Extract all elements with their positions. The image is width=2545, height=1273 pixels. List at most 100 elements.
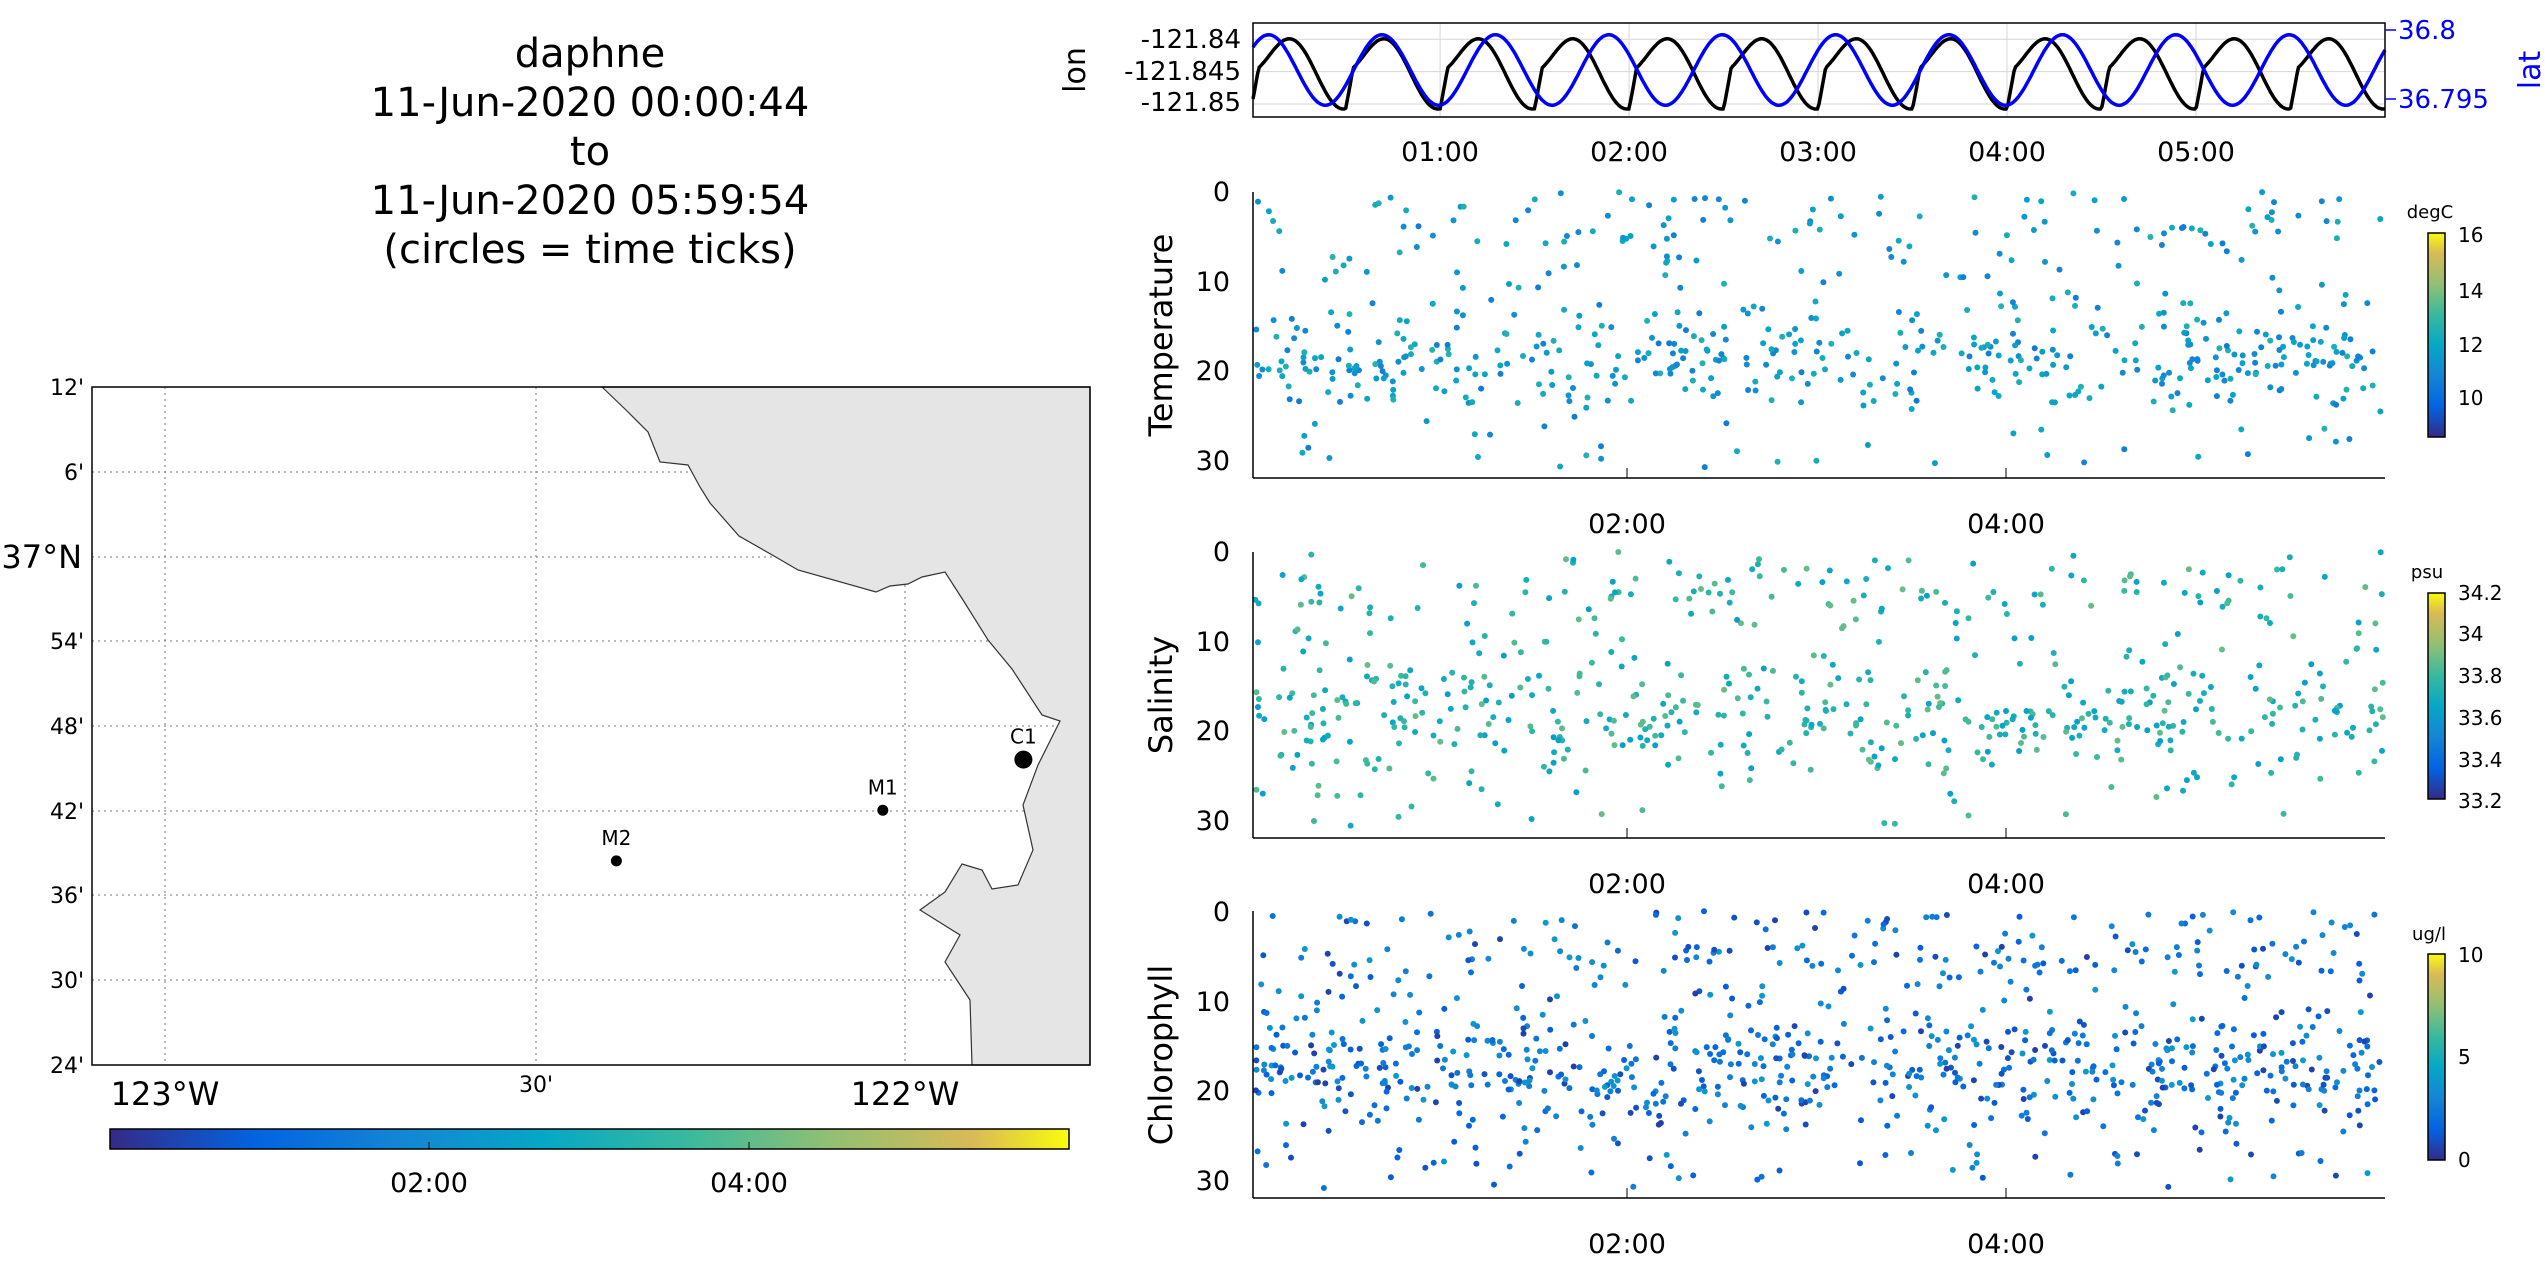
- scatter-point: [1540, 340, 1547, 347]
- scatter-point: [1393, 1072, 1400, 1079]
- scatter-point: [1444, 341, 1451, 348]
- scatter-point: [1917, 944, 1924, 951]
- scatter-point: [2108, 784, 2115, 790]
- scatter-point: [2379, 714, 2386, 721]
- scatter-point: [1595, 342, 1602, 349]
- scatter-point: [2221, 377, 2228, 384]
- salinity-points: [1252, 549, 2386, 829]
- scatter-point: [1403, 207, 1410, 214]
- scatter-point: [1584, 360, 1591, 367]
- scatter-point: [2257, 584, 2264, 591]
- scatter-point: [1665, 692, 1672, 699]
- scatter-point: [1935, 704, 1942, 710]
- scatter-point: [2016, 660, 2023, 667]
- scatter-point: [1585, 606, 1592, 613]
- scatter-point: [1998, 1070, 2005, 1077]
- scatter-point: [2032, 1153, 2039, 1160]
- scatter-point: [1779, 333, 1786, 340]
- scatter-point: [2200, 690, 2207, 697]
- scatter-point: [1680, 355, 1687, 362]
- chlorophyll-colorbar: ug/l 10 5 0: [2412, 924, 2483, 1172]
- scatter-point: [1293, 1015, 1300, 1022]
- scatter-point: [1763, 361, 1770, 368]
- scatter-point: [2305, 352, 2312, 358]
- scatter-point: [1255, 639, 1261, 646]
- scatter-point: [2036, 969, 2043, 976]
- scatter-point: [1717, 770, 1724, 777]
- scatter-point: [1305, 1074, 1311, 1081]
- scatter-point: [2008, 1049, 2015, 1056]
- scatter-point: [1281, 729, 1288, 735]
- scatter-point: [1612, 380, 1619, 387]
- scatter-point: [1315, 583, 1322, 590]
- scatter-point: [1505, 1086, 1512, 1093]
- scatter-point: [1702, 195, 1708, 202]
- scatter-point: [2355, 1107, 2362, 1114]
- scatter-point: [1985, 1045, 1992, 1052]
- scatter-point: [2306, 435, 2313, 442]
- scatter-point: [1714, 390, 1721, 397]
- scatter-point: [1857, 1160, 1863, 1167]
- scatter-point: [2189, 1016, 2196, 1023]
- scatter-point: [1825, 1003, 1832, 1010]
- scatter-point: [1664, 722, 1671, 729]
- scatter-point: [1746, 777, 1753, 784]
- scatter-point: [1395, 358, 1402, 365]
- scatter-point: [2138, 323, 2145, 330]
- scatter-point: [1877, 1097, 1884, 1104]
- scatter-point: [2340, 395, 2347, 402]
- scatter-point: [1407, 344, 1414, 351]
- scatter-point: [1718, 351, 1725, 358]
- scatter-point: [1380, 1060, 1387, 1066]
- scatter-point: [1748, 1124, 1755, 1131]
- scatter-point: [1433, 342, 1440, 348]
- scatter-point: [1823, 707, 1829, 714]
- scatter-point: [1984, 273, 1991, 280]
- scatter-point: [1803, 957, 1810, 964]
- scatter-point: [1501, 747, 1508, 754]
- scatter-point: [1372, 361, 1379, 368]
- scatter-point: [1362, 1065, 1369, 1072]
- scatter-point: [1298, 993, 1305, 1000]
- scatter-point: [1976, 1060, 1983, 1067]
- scatter-point: [2134, 280, 2140, 287]
- scatter-point: [1263, 1162, 1270, 1168]
- scatter-point: [1376, 1064, 1383, 1071]
- scatter-point: [1631, 654, 1638, 661]
- scatter-point: [2121, 196, 2127, 202]
- scatter-point: [2142, 946, 2149, 953]
- scatter-point: [2259, 189, 2266, 196]
- scatter-point: [1943, 667, 1950, 674]
- scatter-point: [1315, 782, 1322, 789]
- scatter-point: [2341, 924, 2348, 930]
- scatter-point: [2290, 1058, 2296, 1064]
- scatter-point: [2133, 589, 2140, 595]
- scatter-point: [1583, 452, 1590, 459]
- scatter-point: [2278, 308, 2284, 315]
- scatter-point: [1374, 1007, 1381, 1014]
- scatter-point: [1908, 1150, 1914, 1156]
- scatter-point: [1691, 196, 1698, 202]
- scatter-point: [2278, 1068, 2285, 1075]
- scatter-point: [2123, 653, 2130, 660]
- scatter-point: [1863, 701, 1870, 708]
- scatter-point: [2269, 720, 2276, 727]
- scatter-point: [1934, 693, 1941, 700]
- scatter-point: [2046, 1057, 2053, 1063]
- scatter-point: [1478, 786, 1485, 793]
- scatter-point: [2038, 426, 2045, 433]
- scatter-point: [2044, 1078, 2051, 1084]
- scatter-point: [2321, 425, 2328, 432]
- scatter-point: [1308, 551, 1315, 558]
- scatter-point: [1429, 300, 1436, 307]
- scatter-point: [1666, 1028, 1673, 1035]
- scatter-point: [2377, 216, 2384, 222]
- scatter-point: [1759, 305, 1766, 312]
- scatter-point: [2231, 774, 2238, 781]
- scatter-point: [2216, 316, 2222, 323]
- scatter-point: [1356, 1045, 1363, 1052]
- scatter-point: [2371, 758, 2378, 765]
- scatter-point: [2039, 371, 2046, 378]
- scatter-point: [1703, 1044, 1710, 1051]
